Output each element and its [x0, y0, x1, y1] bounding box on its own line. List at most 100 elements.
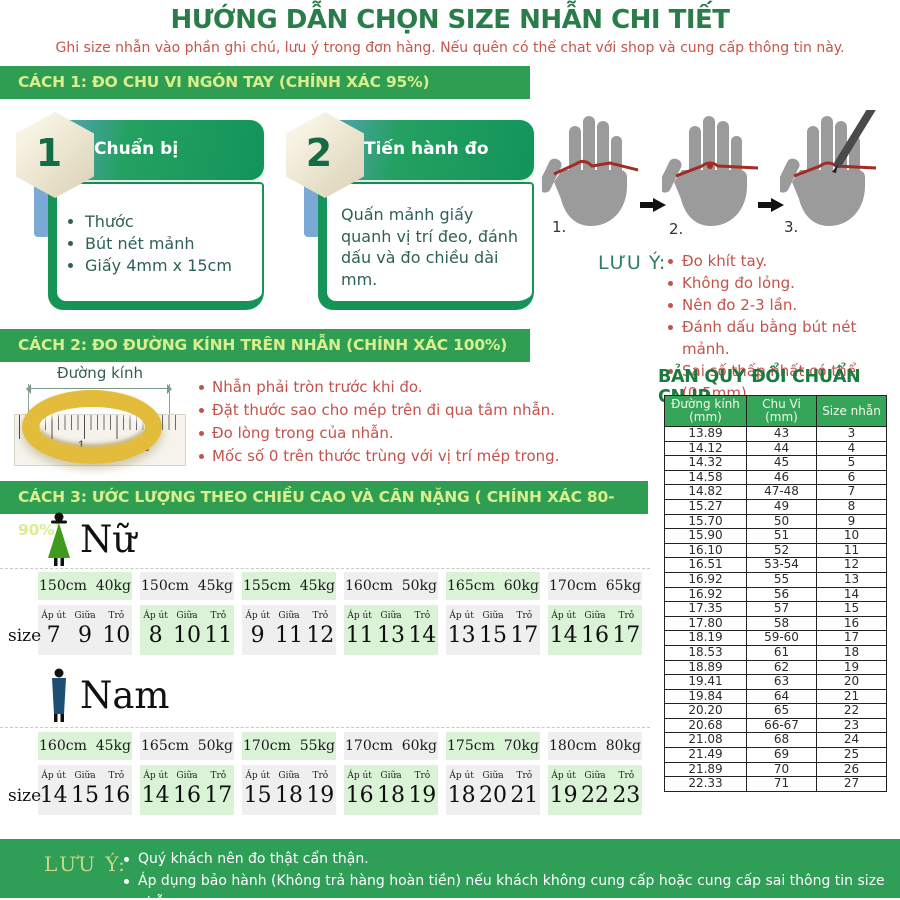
hand-step-label: 1. [552, 218, 567, 236]
finger-size: Áp út 15 [242, 771, 273, 815]
table-cell: 69 [746, 747, 817, 763]
finger-size-value: 16 [345, 783, 374, 808]
table-row: 21.89 70 26 [664, 761, 887, 778]
table-cell: 16.92 [664, 586, 747, 603]
finger-size: Giữa 16 [579, 611, 610, 655]
table-row: 15.70 50 9 [664, 513, 887, 530]
hand-step-label: 3. [784, 218, 799, 236]
finger-size-value: 17 [510, 623, 539, 648]
finger-label: Giữa [584, 611, 606, 621]
finger-sizes: Áp út 15 Giữa 18 Trỏ 19 [242, 765, 336, 815]
height-weight-group: 170cm 65kg Áp út 14 Giữa 16 Trỏ 17 [548, 572, 642, 655]
finger-size-value: 14 [408, 623, 437, 648]
size-conversion-table: Đường kính (mm) Chu Vi (mm) Size nhẫn 13.89 4… [664, 395, 887, 792]
table-cell: 45 [746, 455, 817, 471]
finger-label: Giữa [176, 611, 198, 621]
height-weight-group: 170cm 60kg Áp út 16 Giữa 18 Trỏ 19 [344, 732, 438, 815]
finger-sizes: Áp út 11 Giữa 13 Trỏ 14 [344, 605, 438, 655]
finger-label: Áp út [41, 611, 66, 621]
conversion-table-head: Đường kính (mm) Chu Vi (mm) Size nhẫn [664, 395, 887, 427]
height-weight-header: 170cm 60kg [344, 732, 438, 760]
finger-size-value: 19 [549, 783, 578, 808]
section2-bullet: Đo lòng trong của nhẫn. [199, 422, 662, 445]
finger-size-value: 10 [102, 623, 131, 648]
finger-size: Áp út 14 [140, 771, 171, 815]
ring-diameter-figure: Đường kính 1 cm 2 [14, 364, 186, 478]
height-weight-header: 160cm 50kg [344, 572, 438, 600]
finger-size: Trỏ 17 [203, 771, 234, 815]
conversion-column-header: Chu Vi (mm) [746, 395, 817, 427]
note-item: Đánh dấu bằng bút nét mảnh. [668, 316, 898, 360]
height-weight-group: 180cm 80kg Áp út 19 Giữa 22 Trỏ 23 [548, 732, 642, 815]
size-row-label: size [8, 786, 42, 806]
table-row: 18.53 61 18 [664, 644, 887, 661]
finger-size-value: 16 [102, 783, 131, 808]
table-cell: 12 [816, 557, 887, 573]
table-row: 15.27 49 8 [664, 498, 887, 515]
hand-measure-illustration: 1. 2. 3. [540, 105, 900, 240]
finger-sizes: Áp út 7 Giữa 9 Trỏ 10 [38, 605, 132, 655]
finger-size-value: 18 [376, 783, 405, 808]
finger-size: Giữa 11 [273, 611, 304, 655]
finger-size-value: 11 [274, 623, 303, 648]
section2-bullet: Mốc số 0 trên thước trùng với vị trí mép… [199, 445, 662, 468]
table-cell: 13 [816, 571, 887, 588]
table-cell: 15.90 [664, 528, 747, 544]
table-row: 19.84 64 21 [664, 688, 887, 705]
table-cell: 18.53 [664, 644, 747, 661]
table-cell: 59-60 [746, 630, 817, 646]
finger-label: Giữa [482, 771, 504, 781]
table-cell: 66-67 [746, 717, 817, 734]
finger-size: Trỏ 10 [101, 611, 132, 655]
finger-size-value: 18 [447, 783, 476, 808]
table-cell: 14.58 [664, 469, 747, 486]
height-weight-group: 165cm 60kg Áp út 13 Giữa 15 Trỏ 17 [446, 572, 540, 655]
height-weight-group: 160cm 45kg Áp út 14 Giữa 15 Trỏ 16 [38, 732, 132, 815]
table-cell: 14.12 [664, 440, 747, 457]
table-row: 16.51 53-54 12 [664, 557, 887, 573]
table-row: 18.19 59-60 17 [664, 630, 887, 646]
finger-label: Trỏ [618, 771, 635, 781]
table-cell: 68 [746, 732, 817, 749]
table-row: 20.68 66-67 23 [664, 717, 887, 734]
finger-size-value: 15 [478, 623, 507, 648]
table-row: 21.49 69 25 [664, 747, 887, 763]
finger-size-value: 16 [580, 623, 609, 648]
finger-size: Giữa 22 [579, 771, 610, 815]
table-cell: 22 [816, 703, 887, 719]
table-cell: 62 [746, 659, 817, 676]
height-weight-group: 160cm 50kg Áp út 11 Giữa 13 Trỏ 14 [344, 572, 438, 655]
table-cell: 20.20 [664, 703, 747, 719]
finger-size-value: 9 [250, 623, 265, 648]
table-row: 16.92 56 14 [664, 586, 887, 603]
table-cell: 24 [816, 732, 887, 749]
finger-size: Giữa 15 [477, 611, 508, 655]
height-weight-header: 155cm 45kg [242, 572, 336, 600]
finger-size-value: 8 [148, 623, 163, 648]
table-row: 22.33 71 27 [664, 776, 887, 792]
table-cell: 16.51 [664, 557, 747, 573]
finger-size: Giữa 10 [171, 611, 202, 655]
table-cell: 18.19 [664, 630, 747, 646]
finger-size: Trỏ 23 [611, 771, 642, 815]
finger-label: Trỏ [108, 611, 125, 621]
table-cell: 58 [746, 615, 817, 632]
height-weight-group: 175cm 70kg Áp út 18 Giữa 20 Trỏ 21 [446, 732, 540, 815]
height-weight-header: 180cm 80kg [548, 732, 642, 760]
arrow-icon [758, 198, 784, 212]
table-cell: 43 [746, 426, 817, 442]
finger-size: Trỏ 19 [305, 771, 336, 815]
height-weight-header: 170cm 65kg [548, 572, 642, 600]
table-row: 13.89 43 3 [664, 426, 887, 442]
step-card-2: Quấn mảnh giấy quanh vị trí đeo, đánh dấ… [282, 112, 534, 312]
table-cell: 21 [816, 688, 887, 705]
finger-size-value: 15 [243, 783, 272, 808]
table-cell: 63 [746, 674, 817, 690]
finger-label: Áp út [143, 771, 168, 781]
step1-bullet: Giấy 4mm x 15cm [85, 256, 262, 275]
table-cell: 25 [816, 747, 887, 763]
finger-size: Giữa 13 [375, 611, 406, 655]
table-cell: 70 [746, 761, 817, 778]
finger-label: Trỏ [414, 771, 431, 781]
